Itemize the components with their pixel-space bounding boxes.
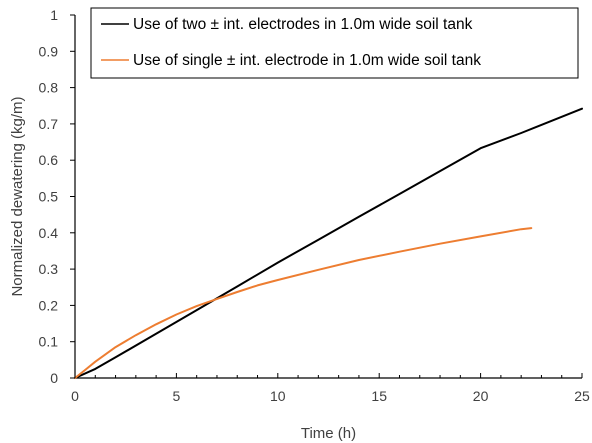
legend-label-two-electrodes: Use of two ± int. electrodes in 1.0m wid… <box>133 16 473 33</box>
y-tick-label: 0.3 <box>39 261 59 277</box>
series-line-single-electrode <box>74 227 533 379</box>
x-tick-label: 0 <box>71 388 79 404</box>
x-tick-label: 10 <box>270 388 286 404</box>
legend: Use of two ± int. electrodes in 1.0m wid… <box>90 7 579 79</box>
y-tick-label: 0.7 <box>39 116 59 132</box>
y-tick-label: 0.4 <box>39 225 59 241</box>
x-axis-ticks: 0 5 10 15 20 25 <box>71 373 590 404</box>
x-axis-title: Time (h) <box>301 425 356 442</box>
legend-label-single-electrode: Use of single ± int. electrode in 1.0m w… <box>133 52 481 69</box>
plot-area <box>74 107 583 379</box>
y-tick-label: 0.2 <box>39 297 59 313</box>
y-tick-label: 0 <box>50 370 58 386</box>
y-tick-label: 0.1 <box>39 334 59 350</box>
x-tick-label: 15 <box>371 388 387 404</box>
x-tick-label: 25 <box>574 388 590 404</box>
series-line-two-electrodes <box>74 107 583 379</box>
y-tick-label: 0.5 <box>39 189 59 205</box>
y-axis-ticks: 0 0.1 0.2 0.3 0.4 0.5 0.6 0.7 0.8 0.9 1 <box>39 7 75 386</box>
y-tick-label: 0.8 <box>39 80 59 96</box>
x-tick-label: 5 <box>173 388 181 404</box>
y-tick-label: 0.9 <box>39 43 59 59</box>
x-tick-label: 20 <box>473 388 489 404</box>
y-tick-label: 1 <box>50 7 58 23</box>
y-axis-title: Normalized dewatering (kg/m) <box>9 96 26 296</box>
legend-box <box>90 7 579 79</box>
y-tick-label: 0.6 <box>39 152 59 168</box>
